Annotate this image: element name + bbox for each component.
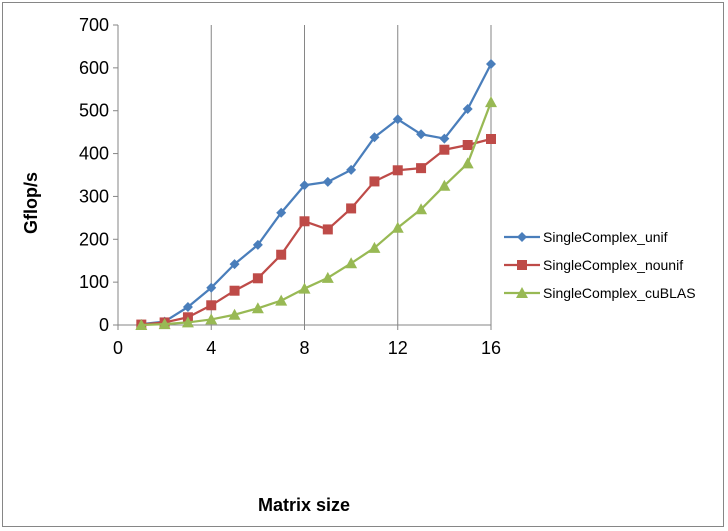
data-point xyxy=(462,104,473,114)
series-layer xyxy=(135,59,497,330)
data-point xyxy=(228,308,241,320)
legend-marker xyxy=(517,232,527,242)
y-tick-label: 700 xyxy=(79,15,109,35)
data-point xyxy=(321,271,334,283)
x-tick-labels: 0 4 8 12 16 xyxy=(113,338,501,358)
data-point xyxy=(415,203,428,215)
data-point xyxy=(298,282,311,294)
data-point xyxy=(391,221,404,233)
data-point xyxy=(439,133,450,144)
y-tick-label: 600 xyxy=(79,58,109,78)
legend-label: SingleComplex_cuBLAS xyxy=(543,285,696,301)
legend-item: SingleComplex_cuBLAS xyxy=(504,285,696,301)
legend-label: SingleComplex_unif xyxy=(543,229,668,245)
data-point xyxy=(346,203,357,214)
y-axis-title: Gflop/s xyxy=(21,172,41,234)
data-point xyxy=(322,224,333,235)
legend-marker xyxy=(516,287,528,298)
x-axis-title: Matrix size xyxy=(258,495,350,515)
data-point xyxy=(345,257,358,269)
data-point xyxy=(392,165,403,176)
data-point xyxy=(485,96,497,108)
data-point xyxy=(416,129,427,140)
data-point xyxy=(392,114,403,125)
data-point xyxy=(182,302,193,312)
data-point xyxy=(322,176,333,187)
x-tick-label: 4 xyxy=(206,338,216,358)
y-tick-label: 0 xyxy=(99,315,109,335)
axes xyxy=(113,24,492,330)
data-point xyxy=(486,59,496,69)
series-SingleComplex_nounif xyxy=(136,134,496,330)
data-point xyxy=(486,134,496,144)
data-point xyxy=(416,163,427,174)
y-tick-label: 100 xyxy=(79,272,109,292)
y-tick-label: 300 xyxy=(79,186,109,206)
data-point xyxy=(369,176,380,187)
data-point xyxy=(252,273,263,284)
data-point xyxy=(439,144,450,155)
data-point xyxy=(206,282,217,293)
series-line xyxy=(141,137,492,326)
data-point xyxy=(181,316,194,328)
data-point xyxy=(135,319,148,330)
data-point xyxy=(299,216,310,227)
legend: SingleComplex_unif SingleComplex_nounif Si… xyxy=(504,229,696,301)
x-tick-label: 16 xyxy=(481,338,501,358)
data-point xyxy=(206,300,217,311)
data-point xyxy=(251,302,264,314)
legend-item: SingleComplex_nounif xyxy=(504,257,683,273)
data-point xyxy=(369,132,380,143)
data-point xyxy=(438,179,451,191)
data-point xyxy=(275,294,288,306)
data-point xyxy=(229,285,240,296)
x-tick-label: 0 xyxy=(113,338,123,358)
series-line xyxy=(141,63,492,326)
data-point xyxy=(229,259,240,270)
data-point xyxy=(368,241,381,253)
legend-marker xyxy=(517,260,527,270)
series-SingleComplex_cuBLAS xyxy=(135,96,497,330)
x-tick-label: 8 xyxy=(299,338,309,358)
data-point xyxy=(299,180,310,191)
data-point xyxy=(276,249,287,260)
legend-label: SingleComplex_nounif xyxy=(543,257,683,273)
data-point xyxy=(461,157,474,169)
data-point xyxy=(462,140,473,150)
y-tick-label: 400 xyxy=(79,144,109,164)
x-tick-label: 12 xyxy=(388,338,408,358)
legend-item: SingleComplex_unif xyxy=(504,229,668,245)
y-tick-label: 500 xyxy=(79,101,109,121)
series-line xyxy=(141,101,493,327)
data-point xyxy=(205,313,218,325)
data-point xyxy=(252,239,263,250)
data-point xyxy=(158,318,171,330)
y-tick-labels: 0 100 200 300 400 500 600 700 xyxy=(79,15,109,335)
data-point xyxy=(346,164,357,175)
y-tick-label: 200 xyxy=(79,229,109,249)
series-SingleComplex_unif xyxy=(136,59,496,330)
data-point xyxy=(276,207,287,218)
